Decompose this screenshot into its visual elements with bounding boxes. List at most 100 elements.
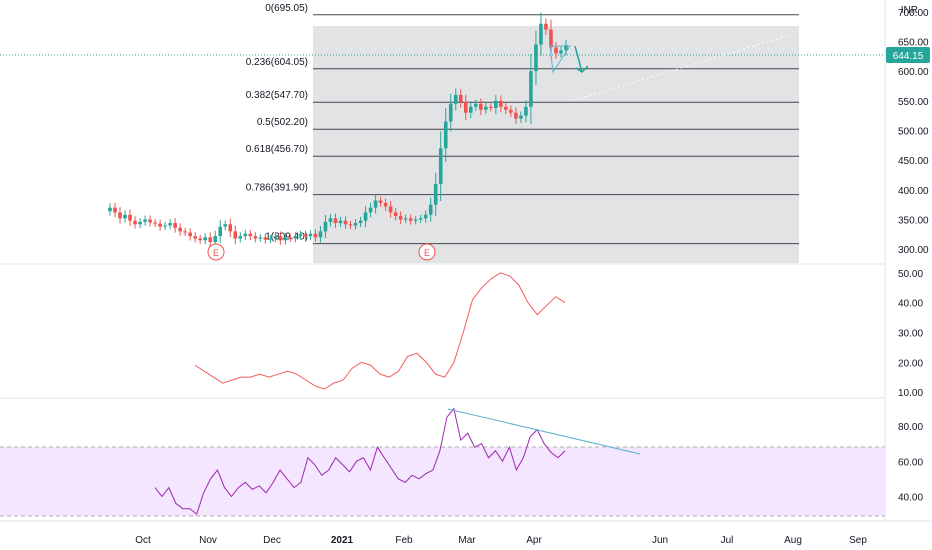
candle-body-91: [564, 45, 568, 51]
time-axis: Oct Nov Dec 2021 Feb Mar Apr Jun Jul Aug Sep: [135, 535, 867, 546]
currency-label: INR: [901, 5, 918, 16]
candle-body-48: [348, 224, 353, 226]
candle-body-1: [113, 207, 117, 213]
indicator-1-line: [194, 272, 566, 390]
candle-body-20: [208, 237, 213, 243]
candle-body-15: [183, 231, 187, 233]
time-label-4: Feb: [395, 535, 413, 546]
rsi-tick-1: 60.00: [898, 457, 923, 468]
candle-body-22: [218, 226, 223, 237]
candle-body-13: [173, 223, 177, 228]
candle-body-12: [168, 223, 172, 226]
earnings-marker-1[interactable]: E: [207, 243, 225, 261]
earnings-marker-2-label: E: [424, 248, 430, 258]
candle-body-18: [198, 238, 202, 241]
candle-body-76: [489, 106, 493, 108]
candle-body-90: [559, 50, 563, 54]
candle-body-10: [158, 223, 162, 227]
triangle-pattern-drawing[interactable]: [549, 45, 571, 74]
price-tick-7: 650.00: [898, 38, 929, 49]
candle-body-71: [463, 102, 468, 113]
candle-body-31: [263, 237, 268, 240]
candle-body-45: [333, 218, 338, 224]
rsi-trendline[interactable]: [447, 408, 641, 455]
candle-body-66: [438, 148, 443, 184]
candle-body-46: [338, 220, 343, 224]
candle-body-40: [308, 233, 313, 237]
candle-body-43: [323, 221, 328, 232]
fib-label-4: 0.618(456.70): [246, 144, 308, 155]
candle-body-67: [443, 121, 448, 149]
fib-zone: [313, 26, 799, 263]
candle-body-41: [313, 233, 318, 238]
price-candles: [108, 12, 568, 248]
fib-labels: 0(695.05) 0.236(604.05) 0.382(547.70) 0.5(5…: [246, 3, 308, 243]
indicator-1-tick-0: 10.00: [898, 388, 923, 399]
time-label-10: Sep: [849, 535, 867, 546]
candle-body-27: [243, 233, 248, 237]
candle-body-55: [383, 202, 388, 207]
candle-body-81: [514, 112, 518, 119]
candle-body-23: [223, 224, 228, 227]
candle-body-32: [268, 238, 273, 240]
fib-label-3: 0.5(502.20): [257, 117, 308, 128]
last-price-value: 644.15: [893, 51, 924, 62]
candle-body-85: [534, 44, 538, 72]
candle-body-3: [123, 214, 127, 219]
candle-body-61: [413, 219, 418, 221]
indicator-1-pane: [194, 272, 566, 390]
candle-body-21: [213, 236, 218, 243]
candle-body-25: [233, 231, 238, 239]
rsi-pane: [154, 407, 566, 515]
candle-body-54: [378, 200, 383, 203]
rsi-line: [154, 407, 566, 515]
candle-body-58: [398, 215, 403, 220]
candle-body-5: [133, 220, 137, 225]
candle-body-39: [303, 234, 308, 237]
indicator-1-tick-1: 20.00: [898, 358, 923, 369]
indicator-1-tick-3: 40.00: [898, 299, 923, 310]
earnings-marker-2[interactable]: E: [418, 243, 436, 261]
candle-body-49: [353, 223, 358, 226]
candle-body-42: [318, 231, 323, 238]
candle-body-34: [278, 236, 283, 241]
time-label-2: Dec: [263, 535, 281, 546]
candle-body-73: [474, 103, 478, 107]
candle-body-64: [428, 204, 433, 215]
candle-body-4: [128, 214, 132, 221]
last-price-badge[interactable]: 644.15: [886, 47, 930, 63]
candle-body-56: [388, 206, 393, 213]
time-label-8: Jul: [721, 535, 734, 546]
candle-body-2: [118, 212, 122, 219]
candle-body-84: [529, 71, 533, 107]
indicator-1-tick-2: 30.00: [898, 328, 923, 339]
candle-body-78: [499, 100, 503, 107]
candle-body-77: [494, 100, 498, 108]
candle-body-24: [228, 224, 233, 232]
candle-body-7: [143, 219, 147, 222]
candle-body-88: [549, 29, 553, 48]
candle-body-75: [484, 106, 488, 110]
candle-body-89: [554, 47, 558, 54]
candle-body-33: [273, 236, 278, 239]
candle-body-87: [544, 23, 548, 30]
candle-body-51: [363, 212, 368, 221]
indicator-1-tick-4: 50.00: [898, 269, 923, 280]
candle-body-52: [368, 207, 373, 213]
candle-body-37: [293, 236, 298, 239]
candle-body-17: [193, 236, 197, 239]
candle-body-11: [163, 225, 167, 227]
candle-body-74: [479, 103, 483, 110]
candle-body-35: [283, 237, 288, 241]
candle-body-83: [524, 106, 528, 116]
time-label-1: Nov: [199, 535, 217, 546]
candle-body-57: [393, 212, 398, 216]
rsi-tick-0: 40.00: [898, 492, 923, 503]
candle-body-6: [138, 221, 142, 225]
time-label-5: Mar: [458, 535, 476, 546]
down-arrow-drawing[interactable]: [574, 45, 589, 73]
candle-body-36: [288, 237, 293, 239]
price-tick-3: 450.00: [898, 156, 929, 167]
candle-body-38: [298, 234, 303, 237]
